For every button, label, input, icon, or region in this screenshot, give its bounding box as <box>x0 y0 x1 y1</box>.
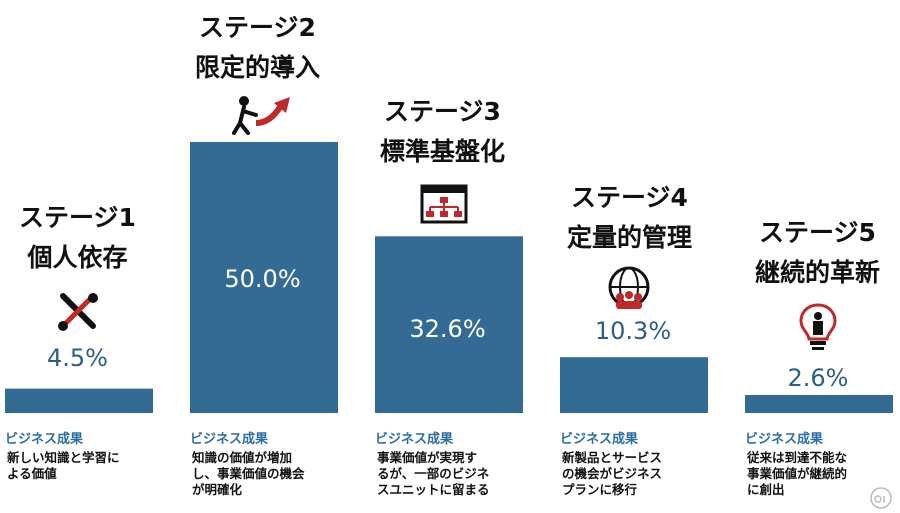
stage3-title-line1: ステージ3 <box>384 97 501 126</box>
stage2-value: 50.0% <box>224 265 301 293</box>
stage5-title-line1: ステージ5 <box>759 218 876 247</box>
stage2-title-line2: 限定的導入 <box>194 53 320 82</box>
stage1-value: 4.5% <box>47 344 108 372</box>
stage4-title-line2: 定量的管理 <box>566 223 692 252</box>
stage2-title-line1: ステージ2 <box>199 13 316 42</box>
stage4-desc-line3: プランに移行 <box>562 482 638 497</box>
stage5-title-line2: 継続的革新 <box>754 258 880 287</box>
stage2-result-label: ビジネス成果 <box>190 432 269 447</box>
stage2-desc-line3: が明確化 <box>192 482 243 497</box>
stage4-desc-line1: 新製品とサービス <box>562 450 663 465</box>
stage2-result-desc: 知識の価値が増加 し、事業価値の機会 が明確化 <box>192 450 342 498</box>
stage5-result-desc: 従来は到達不能な 事業価値が継続的 に創出 <box>747 450 897 498</box>
stage3-result-label: ビジネス成果 <box>375 432 454 447</box>
stage5-result-label: ビジネス成果 <box>745 432 824 447</box>
ai-logo-icon <box>870 487 892 509</box>
bar-stage5 <box>745 395 893 413</box>
stage4-result-label: ビジネス成果 <box>560 432 639 447</box>
stage1-desc-line1: 新しい知識と学習に <box>7 450 120 465</box>
stage1-title: ステージ1 個人依存 <box>0 198 155 278</box>
stage4-value: 10.3% <box>594 317 672 345</box>
stage5-desc-line1: 従来は到達不能な <box>747 450 848 465</box>
bar-stage3 <box>375 236 523 413</box>
stage4-result-desc: 新製品とサービス の機会がビジネス プランに移行 <box>562 450 712 498</box>
stage3-value: 32.6% <box>409 315 486 343</box>
stage3-result-desc: 事業価値が実現す るが、一部のビジネ スユニットに留まる <box>377 450 527 498</box>
wrench-screwdriver-icon <box>58 293 98 331</box>
stage3-desc-line3: スユニットに留まる <box>377 482 490 497</box>
bar-stage4 <box>560 357 708 413</box>
lightbulb-person-icon <box>799 303 837 350</box>
bar-stage1 <box>5 388 153 413</box>
stage1-result-desc: 新しい知識と学習に よる価値 <box>7 450 157 482</box>
stage2-desc-line1: 知識の価値が増加 <box>192 450 293 465</box>
stage4-title: ステージ4 定量的管理 <box>552 178 707 258</box>
person-pulling-arrow-icon <box>232 96 290 135</box>
bar-stage2 <box>190 142 338 413</box>
stage3-title: ステージ3 標準基盤化 <box>365 92 520 172</box>
stage4-desc-line2: の機会がビジネス <box>562 466 663 481</box>
stage1-title-line2: 個人依存 <box>27 243 128 272</box>
stage1-desc-line2: よる価値 <box>7 466 57 481</box>
globe-people-icon <box>608 266 650 309</box>
stage3-title-line2: 標準基盤化 <box>379 137 505 166</box>
stage1-result-label: ビジネス成果 <box>5 432 84 447</box>
stage3-desc-line2: るが、一部のビジネ <box>377 466 490 481</box>
stage5-title: ステージ5 継続的革新 <box>740 213 895 293</box>
stage5-desc-line2: 事業価値が継続的 <box>747 466 848 481</box>
stage2-title: ステージ2 限定的導入 <box>180 8 335 88</box>
stage5-value: 2.6% <box>787 364 849 392</box>
stage2-desc-line2: し、事業価値の機会 <box>192 466 305 481</box>
stage1-title-line1: ステージ1 <box>19 203 136 232</box>
stage5-desc-line3: に創出 <box>747 482 785 497</box>
stage4-title-line1: ステージ4 <box>571 183 688 212</box>
org-chart-window-icon <box>420 184 468 224</box>
stage3-desc-line1: 事業価値が実現す <box>377 450 478 465</box>
